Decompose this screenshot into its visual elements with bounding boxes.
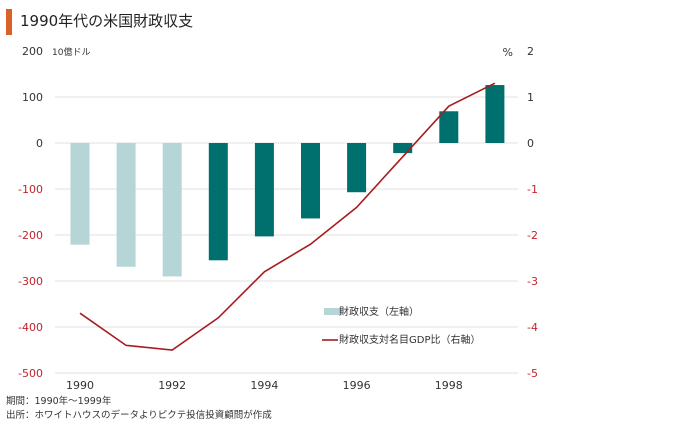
x-tick-label: 1992 [158,379,186,392]
bar-1997 [393,143,413,154]
x-axis: 1990 1992 1994 1996 1998 [66,379,463,392]
left-tick-label: 200 [22,45,43,58]
bar-1991 [116,143,136,267]
bar-series [70,85,505,277]
note-source: 出所：ホワイトハウスのデータよりピクテ投信投資顧問が作成 [6,409,272,421]
bar-1992 [162,143,182,277]
right-tick-label: -5 [527,367,538,380]
legend-bar-swatch [324,308,342,315]
left-tick-label: -200 [18,229,43,242]
title-accent-bar [6,9,12,35]
bar-1994 [254,143,274,237]
left-tick-label: -100 [18,183,43,196]
right-tick-label: 1 [527,91,534,104]
bar-1998 [439,111,459,143]
gdp-ratio-line [79,82,496,351]
right-axis-unit: % [503,46,513,59]
left-tick-label: -500 [18,367,43,380]
right-tick-label: 0 [527,137,534,150]
right-tick-label: 2 [527,45,534,58]
left-tick-label: -400 [18,321,43,334]
bar-1996 [347,143,367,193]
left-tick-label: 0 [36,137,43,150]
right-tick-label: -1 [527,183,538,196]
right-tick-label: -4 [527,321,538,334]
x-tick-label: 1998 [435,379,463,392]
bar-1995 [301,143,320,219]
right-tick-label: -2 [527,229,538,242]
x-tick-label: 1994 [250,379,278,392]
left-axis-unit: 10億ドル [52,46,90,58]
x-tick-label: 1996 [343,379,371,392]
chart-title: 1990年代の米国財政収支 [20,12,193,30]
bar-1990 [70,143,90,245]
right-tick-label: -3 [527,275,538,288]
line-series [79,82,496,351]
bar-1999 [485,85,505,143]
right-axis: 2 1 0 -1 -2 -3 -4 -5 [527,45,538,380]
left-axis: 200 100 0 -100 -200 -300 -400 -500 [18,45,43,380]
legend-bar-label: 財政収支（左軸） [339,305,419,318]
legend-line-label: 財政収支対名目GDP比（右軸） [339,333,480,346]
note-period: 期間：1990年〜1999年 [6,395,112,407]
left-tick-label: -300 [18,275,43,288]
legend: 財政収支（左軸） 財政収支対名目GDP比（右軸） [322,305,480,346]
left-tick-label: 100 [22,91,43,104]
bar-1993 [208,143,228,261]
x-tick-label: 1990 [66,379,94,392]
